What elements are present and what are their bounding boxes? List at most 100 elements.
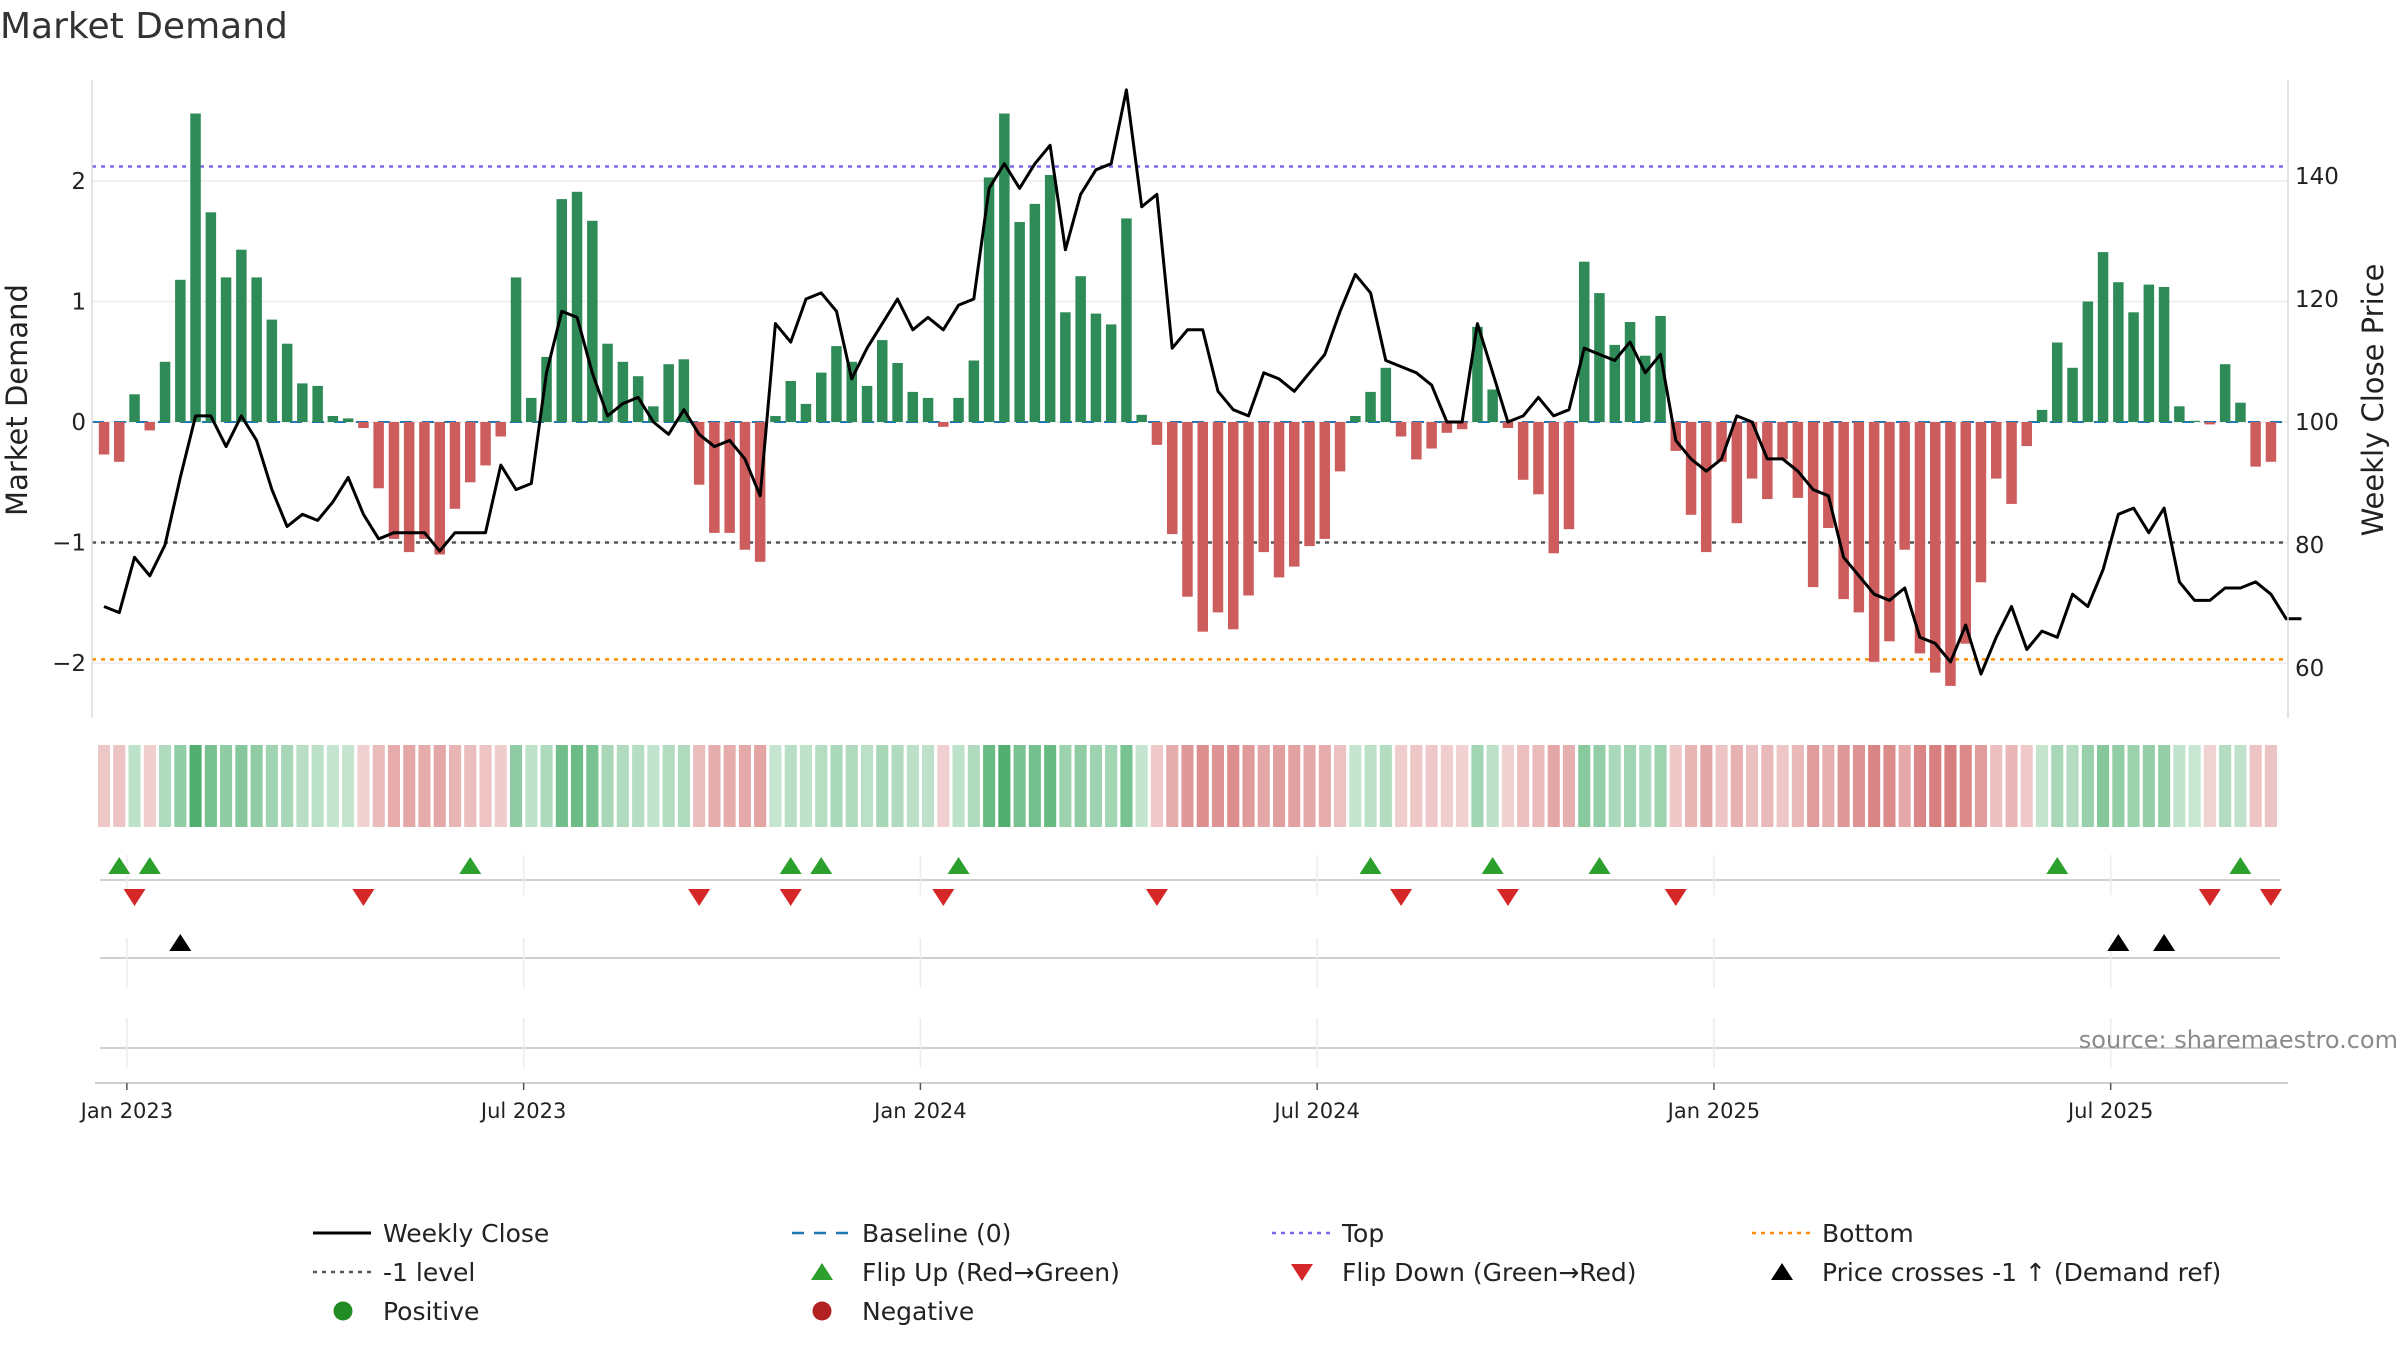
heat-cell bbox=[204, 745, 217, 827]
legend-swatch bbox=[811, 1263, 833, 1280]
demand-bar bbox=[2036, 409, 2048, 422]
flip-down-marker bbox=[932, 889, 955, 906]
price-cross-marker bbox=[2153, 934, 2176, 951]
demand-bar bbox=[1365, 391, 1376, 422]
heat-cell bbox=[1974, 745, 1987, 827]
legend-label: Flip Up (Red→Green) bbox=[862, 1258, 1120, 1287]
demand-bar bbox=[1807, 422, 1819, 588]
y-axis-label-right: Weekly Close Price bbox=[2356, 264, 2390, 537]
demand-bar bbox=[1243, 422, 1254, 596]
flip-up-marker bbox=[108, 857, 131, 874]
legend-entry-dot_pos: Positive bbox=[333, 1297, 479, 1326]
price-cross-marker bbox=[169, 934, 192, 951]
legend-label: Baseline (0) bbox=[862, 1219, 1011, 1248]
demand-bar bbox=[266, 319, 278, 422]
flip-up-marker bbox=[1359, 857, 1382, 874]
flip-down-marker bbox=[123, 889, 146, 906]
demand-bar bbox=[877, 340, 888, 422]
heat-cell bbox=[830, 745, 843, 827]
demand-bar bbox=[205, 212, 217, 422]
demand-bar bbox=[1853, 422, 1865, 613]
demand-bar bbox=[2143, 284, 2155, 422]
heat-cell bbox=[1486, 745, 1499, 827]
legend-label: Weekly Close bbox=[383, 1219, 549, 1248]
demand-bar bbox=[388, 422, 400, 539]
heat-cell bbox=[143, 745, 156, 827]
demand-bar bbox=[2174, 406, 2185, 422]
heat-cell bbox=[403, 745, 416, 827]
x-axis: Jan 2023 Jul 2023 Jan 2024 Jul 2024 Jan 2025… bbox=[79, 1082, 2288, 1123]
demand-bar bbox=[1609, 344, 1620, 422]
heat-cell bbox=[1990, 745, 2003, 827]
demand-bar bbox=[190, 113, 201, 422]
demand-bar bbox=[678, 359, 690, 422]
heat-cell bbox=[1257, 745, 1270, 827]
heat-cell bbox=[387, 745, 400, 827]
axes: 2 1 0 −1 −2 140 120 100 80 60 bbox=[52, 80, 2339, 718]
demand-bar bbox=[1716, 422, 1727, 462]
x-tick-label: Jul 2024 bbox=[1272, 1099, 1359, 1123]
heat-cell bbox=[1700, 745, 1713, 827]
heat-cell bbox=[586, 745, 599, 827]
heat-cell bbox=[1166, 745, 1179, 827]
heat-cell bbox=[1852, 745, 1865, 827]
demand-bar bbox=[1136, 414, 1147, 422]
demand-bar bbox=[1090, 313, 1102, 422]
heat-cell bbox=[1959, 745, 1972, 827]
demand-bar bbox=[541, 356, 552, 422]
heat-cell bbox=[738, 745, 751, 827]
x-tick-label: Jan 2024 bbox=[872, 1099, 967, 1123]
heat-cell bbox=[1471, 745, 1484, 827]
legend-entry-baseline: Baseline (0) bbox=[792, 1219, 1011, 1248]
heat-cell bbox=[1807, 745, 1820, 827]
flip-down-marker bbox=[688, 889, 711, 906]
demand-bar bbox=[1289, 422, 1300, 567]
heat-cell bbox=[1211, 745, 1224, 827]
heat-cell bbox=[1791, 745, 1804, 827]
event-markers bbox=[100, 855, 2282, 1068]
heat-cell bbox=[2127, 745, 2140, 827]
heat-cell bbox=[708, 745, 721, 827]
heat-cell bbox=[1761, 745, 1774, 827]
y-axis-label-left: Market Demand bbox=[0, 284, 34, 516]
demand-bar bbox=[1319, 422, 1330, 539]
heat-cell bbox=[1730, 745, 1743, 827]
demand-bar bbox=[358, 422, 369, 428]
heat-cell bbox=[922, 745, 935, 827]
heat-cell bbox=[876, 745, 889, 827]
heat-cell bbox=[1013, 745, 1026, 827]
demand-bar bbox=[1029, 203, 1041, 422]
heat-cell bbox=[342, 745, 355, 827]
heat-cell bbox=[845, 745, 858, 827]
demand-bar bbox=[1197, 422, 1208, 632]
demand-bar bbox=[1456, 422, 1468, 430]
demand-bar bbox=[2082, 301, 2094, 422]
demand-bar bbox=[983, 177, 995, 422]
demand-bar bbox=[1517, 422, 1529, 480]
demand-bar bbox=[1930, 422, 1941, 673]
flip-up-marker bbox=[1588, 857, 1611, 874]
heat-cell bbox=[1334, 745, 1347, 827]
x-tick-label: Jan 2025 bbox=[1666, 1099, 1761, 1123]
demand-bar bbox=[1975, 422, 1987, 583]
heat-cell bbox=[1913, 745, 1926, 827]
heat-cell bbox=[2188, 745, 2201, 827]
demand-bar bbox=[1395, 422, 1407, 437]
demand-bar bbox=[617, 361, 629, 423]
heat-cell bbox=[983, 745, 996, 827]
weekly-close-path bbox=[103, 88, 2302, 676]
demand-bar bbox=[220, 277, 232, 422]
demand-bar bbox=[785, 381, 796, 422]
heat-cell bbox=[159, 745, 172, 827]
heat-cell bbox=[2203, 745, 2216, 827]
y-tick-label: 2 bbox=[71, 169, 86, 195]
demand-bar bbox=[98, 422, 110, 455]
demand-bar bbox=[1426, 422, 1437, 449]
demand-bar bbox=[281, 343, 293, 422]
heat-cell bbox=[601, 745, 614, 827]
heat-cell bbox=[113, 745, 126, 827]
heat-cell bbox=[1578, 745, 1591, 827]
legend-swatch bbox=[1291, 1264, 1313, 1281]
demand-bar bbox=[312, 385, 323, 422]
heat-cell bbox=[1135, 745, 1148, 827]
